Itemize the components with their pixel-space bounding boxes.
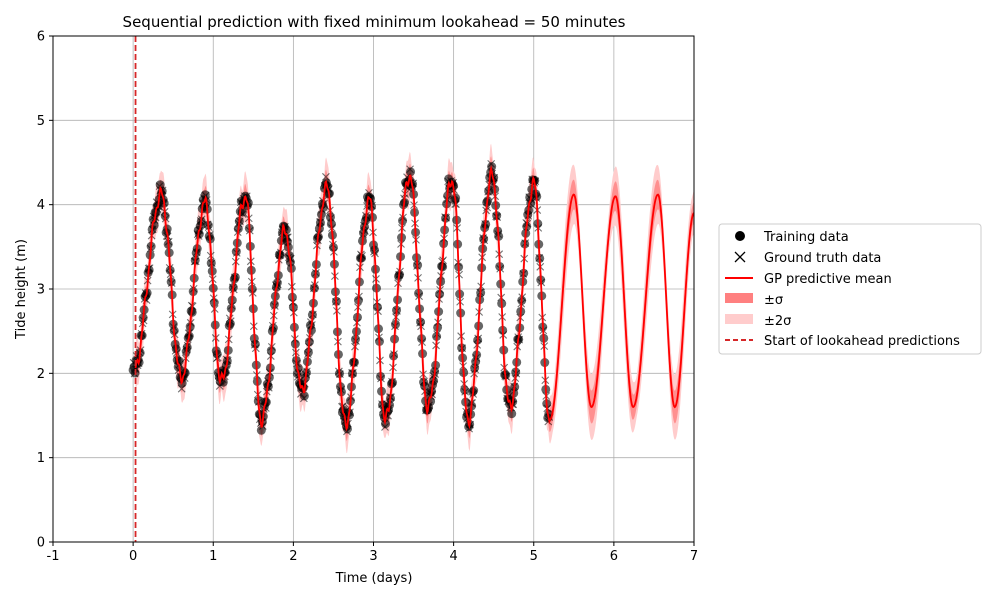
legend-ground-truth-marker bbox=[734, 251, 746, 263]
ground-truth-point bbox=[515, 335, 524, 344]
x-tick-label: 1 bbox=[209, 549, 217, 564]
y-tick-label: 1 bbox=[37, 451, 45, 466]
legend-2sigma-swatch bbox=[725, 314, 753, 324]
training-point bbox=[507, 409, 517, 419]
legend-sigma-label: ±σ bbox=[764, 293, 783, 308]
x-axis-label: Time (days) bbox=[335, 571, 413, 586]
gp-mean-line bbox=[134, 165, 694, 432]
legend-training-label: Training data bbox=[763, 230, 849, 245]
legend-ground-truth-label: Ground truth data bbox=[764, 251, 881, 266]
y-tick-label: 4 bbox=[37, 198, 45, 213]
y-axis-label: Tide height (m) bbox=[14, 239, 29, 340]
x-tick-label: 7 bbox=[690, 549, 698, 564]
legend-sigma-swatch bbox=[725, 293, 753, 303]
y-tick-label: 5 bbox=[37, 114, 45, 129]
y-tick-label: 2 bbox=[37, 367, 45, 382]
legend-training-marker bbox=[735, 231, 745, 241]
x-tick-label: 6 bbox=[610, 549, 618, 564]
legend-mean-label: GP predictive mean bbox=[764, 272, 892, 287]
training-point bbox=[487, 162, 497, 172]
gp-mean-path bbox=[134, 165, 694, 432]
legend-2sigma-label: ±2σ bbox=[764, 314, 791, 329]
x-tick-label: -1 bbox=[47, 549, 60, 564]
training-point bbox=[162, 224, 172, 234]
chart-title: Sequential prediction with fixed minimum… bbox=[123, 13, 626, 31]
legend-frame bbox=[718, 223, 982, 355]
legend-lookahead-label: Start of lookahead predictions bbox=[764, 334, 960, 349]
x-tick-label: 4 bbox=[449, 549, 457, 564]
y-tick-label: 3 bbox=[37, 283, 45, 298]
y-tick-label: 0 bbox=[37, 536, 45, 551]
training-point bbox=[256, 425, 266, 435]
x-tick-label: 0 bbox=[129, 549, 137, 564]
x-tick-label: 5 bbox=[530, 549, 538, 564]
training-point bbox=[406, 167, 416, 177]
x-tick-label: 2 bbox=[289, 549, 297, 564]
legend: Training data Ground truth data GP predi… bbox=[718, 223, 982, 355]
training-point bbox=[299, 391, 309, 401]
y-tick-label: 6 bbox=[37, 30, 45, 45]
x-tick-label: 3 bbox=[369, 549, 377, 564]
